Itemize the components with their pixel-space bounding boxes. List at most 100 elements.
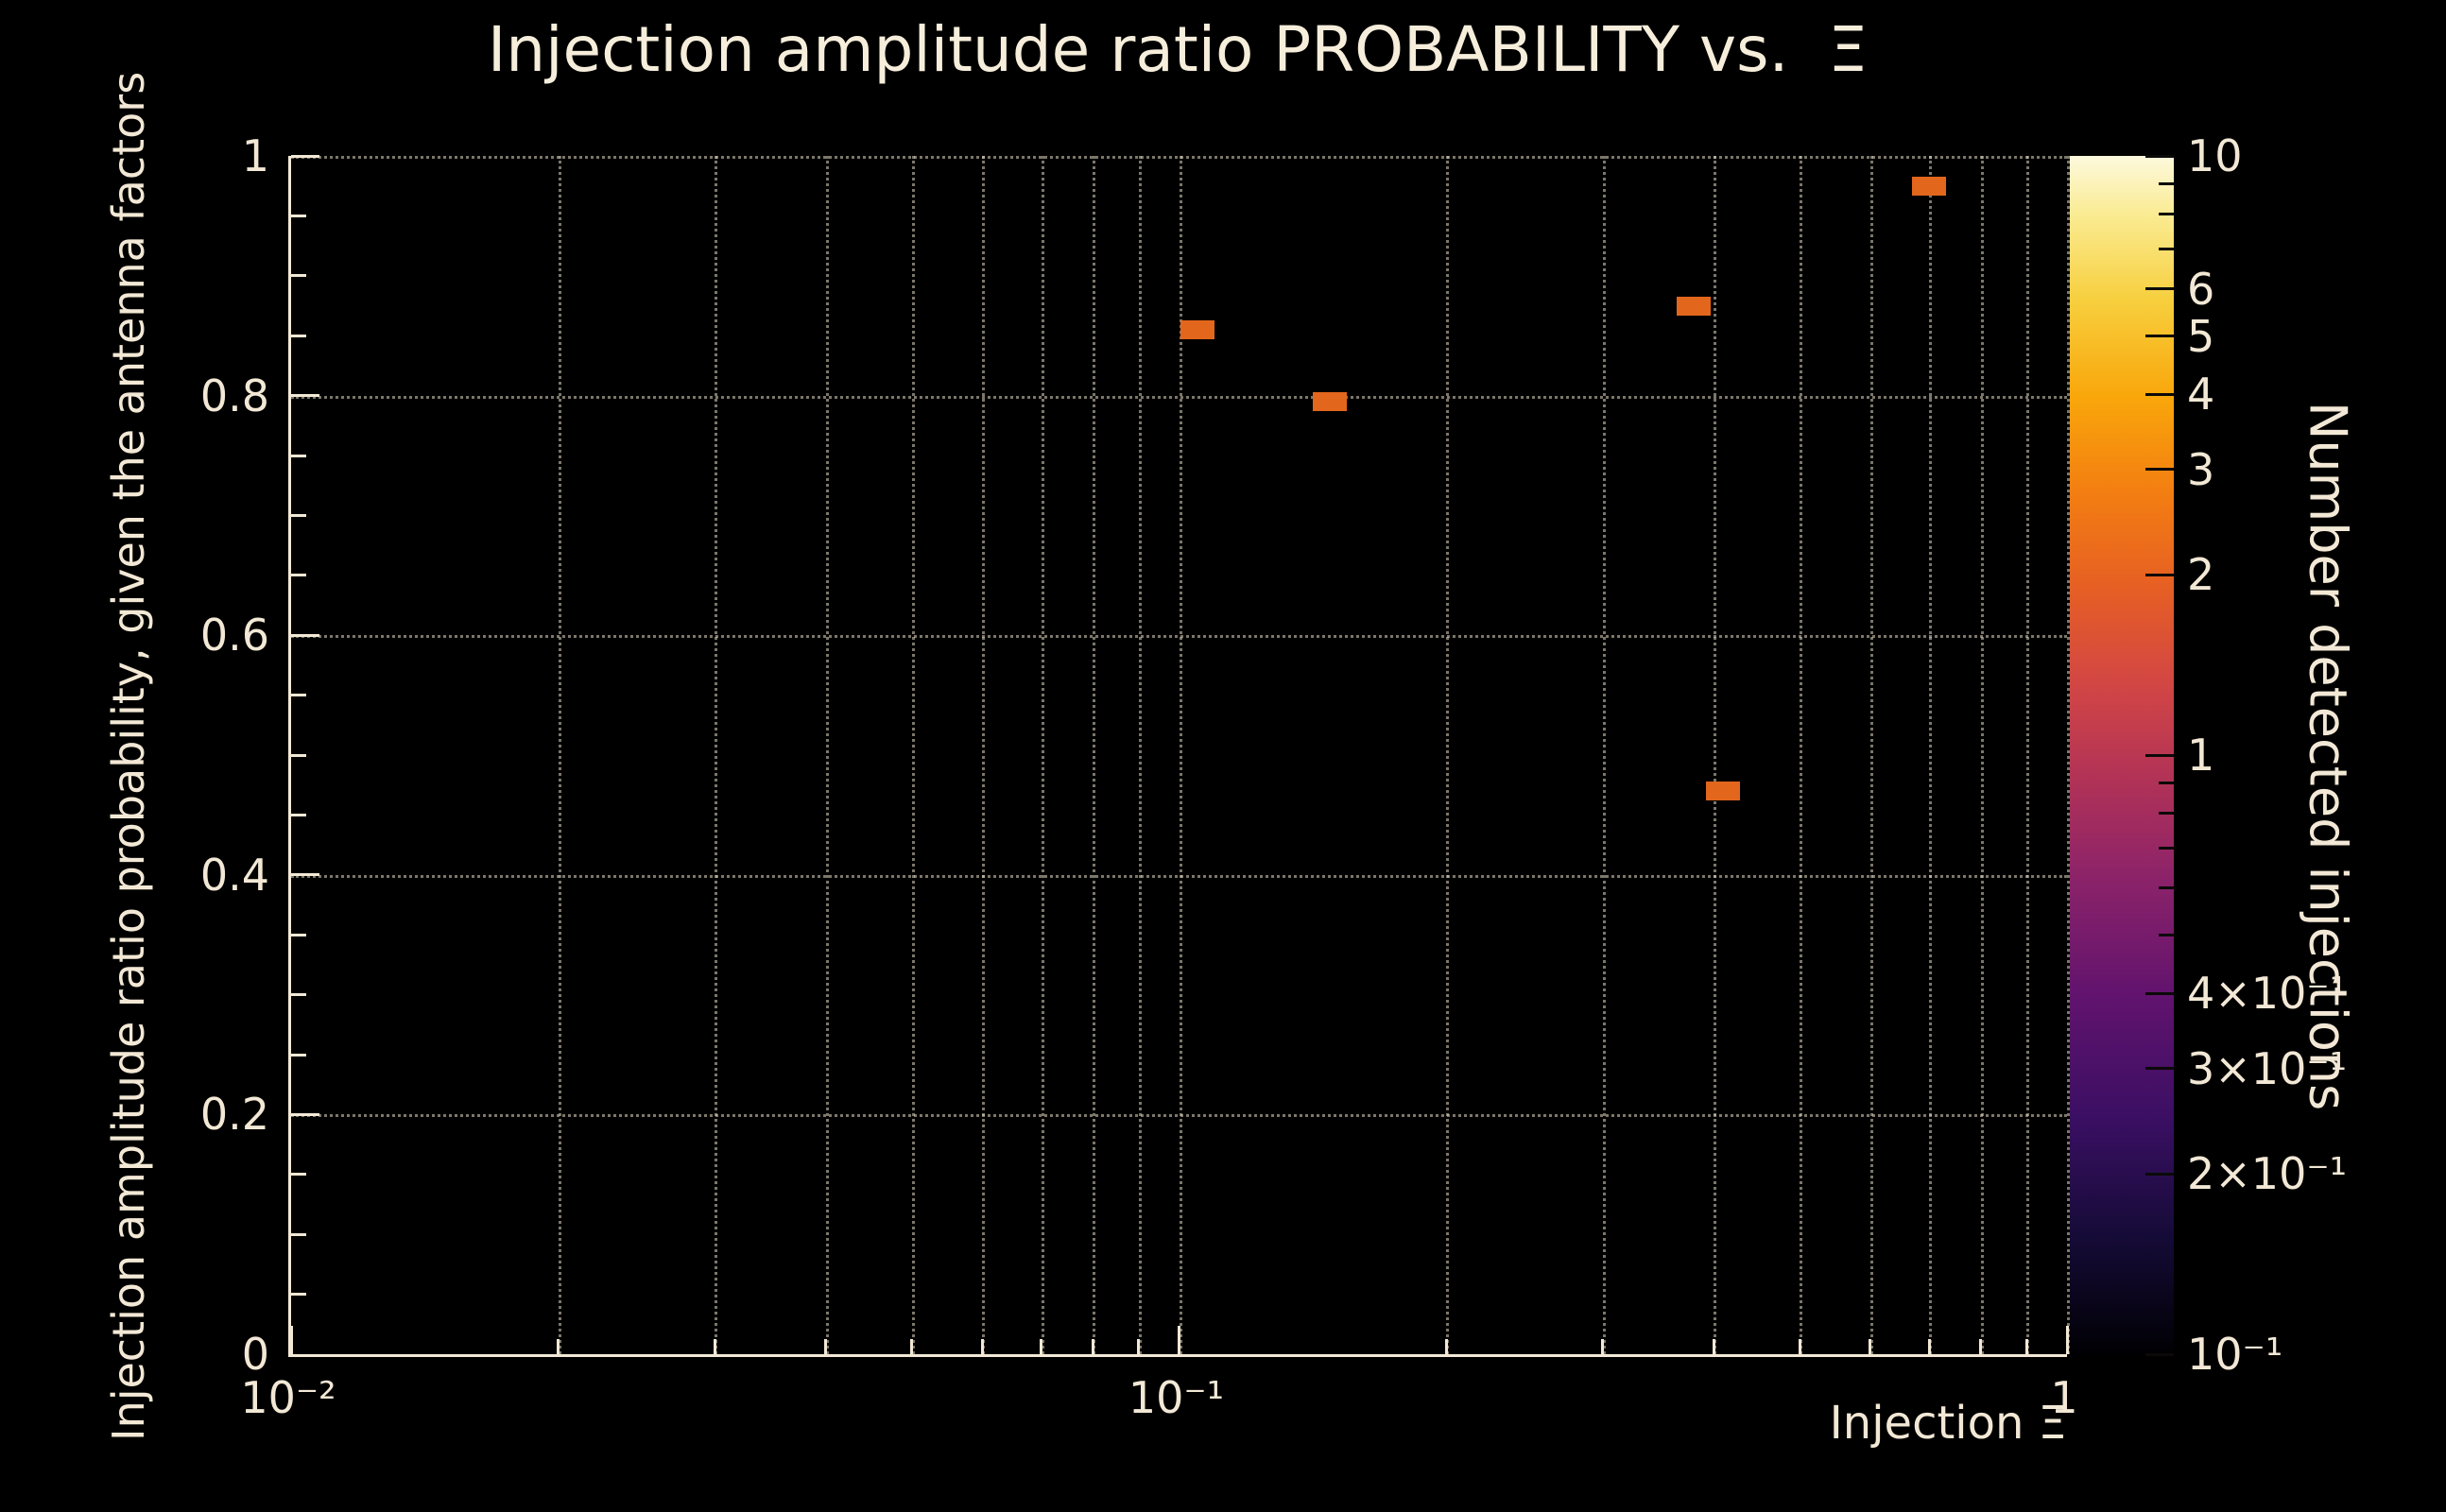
- colorbar-tick: [2145, 991, 2174, 995]
- y-tick: [291, 1232, 306, 1236]
- x-gridline: [1138, 156, 1142, 1354]
- colorbar-title: Number detected injections: [2298, 402, 2358, 1111]
- x-tick: [910, 1339, 914, 1354]
- chart-title: Injection amplitude ratio PROBABILITY vs…: [487, 13, 1869, 86]
- x-gridline: [1179, 156, 1182, 1354]
- colorbar-tick: [2145, 1067, 2174, 1070]
- colorbar-tick-label: 3: [2187, 443, 2215, 495]
- x-tick: [824, 1339, 828, 1354]
- colorbar-tick: [2159, 247, 2174, 250]
- colorbar: [2070, 154, 2174, 1357]
- y-gridline: [291, 874, 2067, 878]
- colorbar-tick: [2145, 287, 2174, 291]
- y-tick: [291, 574, 306, 577]
- y-tick: [291, 394, 319, 398]
- x-tick-label: 10⁻²: [240, 1372, 336, 1423]
- y-gridline: [291, 635, 2067, 639]
- x-tick: [289, 1326, 293, 1354]
- y-tick-label: 0: [241, 1329, 269, 1380]
- y-tick: [291, 334, 306, 337]
- x-tick: [980, 1339, 984, 1354]
- y-gridline: [291, 156, 2067, 159]
- colorbar-tick: [2145, 1172, 2174, 1176]
- colorbar-tick: [2145, 468, 2174, 471]
- x-tick: [1040, 1339, 1043, 1354]
- colorbar-tick: [2159, 811, 2174, 815]
- colorbar-tick: [2159, 846, 2174, 850]
- plot-frame: [288, 154, 2070, 1357]
- x-gridline: [1602, 156, 1606, 1354]
- y-tick-label: 0.8: [199, 369, 269, 421]
- colorbar-tick: [2159, 934, 2174, 937]
- colorbar-tick-label: 4×10⁻¹: [2187, 968, 2348, 1020]
- heatmap-bin: [1912, 176, 1947, 196]
- x-tick-label: 10⁻¹: [1128, 1372, 1225, 1423]
- heatmap-bin: [1706, 782, 1741, 801]
- y-tick: [291, 813, 306, 816]
- x-gridline: [1800, 156, 1803, 1354]
- y-tick: [291, 1053, 306, 1057]
- colorbar-tick: [2159, 886, 2174, 890]
- x-gridline: [1929, 156, 1933, 1354]
- y-tick: [291, 753, 306, 757]
- x-gridline: [1869, 156, 1873, 1354]
- y-tick: [291, 454, 306, 457]
- colorbar-tick-label: 1: [2187, 730, 2215, 781]
- y-tick: [291, 633, 319, 637]
- heatmap-bin: [1180, 319, 1215, 339]
- colorbar-tick-label: 3×10⁻¹: [2187, 1042, 2348, 1094]
- y-tick: [291, 993, 306, 997]
- y-tick: [291, 214, 306, 217]
- colorbar-ticks: [2070, 154, 2174, 1357]
- x-gridline: [1980, 156, 1984, 1354]
- y-tick: [291, 873, 319, 877]
- x-tick: [713, 1339, 716, 1354]
- x-gridline: [2067, 156, 2070, 1354]
- x-tick: [1137, 1339, 1140, 1354]
- x-gridline: [1093, 156, 1096, 1354]
- colorbar-tick-label: 2×10⁻¹: [2187, 1148, 2348, 1200]
- x-tick: [1869, 1339, 1872, 1354]
- x-tick: [1444, 1339, 1448, 1354]
- x-gridline: [2026, 156, 2029, 1354]
- colorbar-tick: [2159, 181, 2174, 185]
- heatmap-bin: [1677, 296, 1712, 316]
- grid-layer: [291, 156, 2070, 1354]
- x-tick: [2024, 1339, 2028, 1354]
- y-tick-label: 0.4: [199, 849, 269, 901]
- y-gridline: [291, 395, 2067, 399]
- colorbar-tick: [2145, 753, 2174, 757]
- x-gridline: [715, 156, 718, 1354]
- heatmap-bin: [1313, 391, 1348, 411]
- x-tick: [1927, 1339, 1931, 1354]
- y-tick: [291, 694, 306, 697]
- x-tick: [1178, 1326, 1180, 1354]
- x-tick-label: 1: [2050, 1372, 2078, 1423]
- colorbar-tick-label: 4: [2187, 369, 2215, 421]
- x-gridline: [825, 156, 829, 1354]
- y-gridline: [291, 1114, 2067, 1118]
- colorbar-tick: [2159, 212, 2174, 215]
- colorbar-tick-label: 2: [2187, 549, 2215, 601]
- x-gridline: [1714, 156, 1717, 1354]
- y-tick: [291, 1173, 306, 1177]
- x-tick: [1979, 1339, 1983, 1354]
- y-tick: [291, 1293, 306, 1297]
- x-gridline: [982, 156, 986, 1354]
- colorbar-tick: [2145, 335, 2174, 338]
- x-gridline: [1041, 156, 1044, 1354]
- y-tick: [291, 1112, 319, 1116]
- colorbar-tick-label: 10⁻¹: [2187, 1329, 2283, 1380]
- x-tick: [1798, 1339, 1801, 1354]
- y-tick-label: 0.2: [199, 1089, 269, 1141]
- x-tick: [1712, 1339, 1715, 1354]
- x-gridline: [1446, 156, 1450, 1354]
- colorbar-gradient: [2070, 156, 2174, 1357]
- colorbar-tick-labels: 10 6 5 4 3 2 1 4×10⁻¹ 3×10⁻¹ 2×10⁻¹ 10⁻¹: [2187, 130, 2446, 1380]
- x-tick: [557, 1339, 560, 1354]
- axis-ticks: [289, 154, 2069, 1354]
- colorbar-tick: [2145, 1352, 2174, 1356]
- colorbar-tick-label: 6: [2187, 263, 2215, 315]
- y-tick-label: 0.6: [199, 610, 269, 662]
